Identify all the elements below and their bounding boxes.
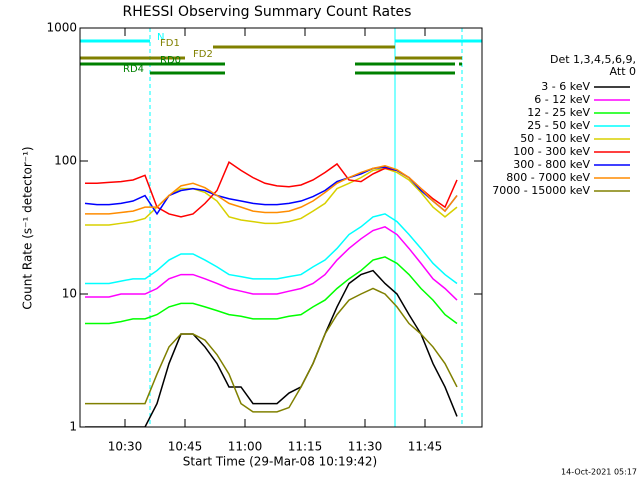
legend-label: 6 - 12 keV xyxy=(534,93,590,106)
axes-frame xyxy=(79,27,483,428)
y-tick-label: 100 xyxy=(54,154,77,168)
x-tick-label: 11:15 xyxy=(288,440,323,454)
legend-label: 100 - 300 keV xyxy=(513,145,590,158)
chart-title: RHESSI Observing Summary Count Rates xyxy=(123,4,412,20)
legend-header: Det 1,3,4,5,6,9, xyxy=(550,53,636,66)
x-tick-label: 10:30 xyxy=(108,440,143,454)
y-axis-label: Count Rate (s⁻¹ detector⁻¹) xyxy=(21,146,35,309)
series-line xyxy=(85,213,458,285)
series-line xyxy=(85,225,458,301)
legend-header: Att 0 xyxy=(610,65,636,78)
legend-label: 12 - 25 keV xyxy=(527,106,590,119)
x-tick-label: 10:45 xyxy=(168,440,203,454)
x-tick-label: 11:00 xyxy=(228,440,263,454)
plot-area xyxy=(80,28,482,427)
legend-label: 800 - 7000 keV xyxy=(506,171,590,184)
series-line xyxy=(85,287,458,413)
x-axis-label: Start Time (29-Mar-08 10:19:42) xyxy=(183,455,377,469)
legend-label: 300 - 800 keV xyxy=(513,158,590,171)
flag-label: RD0 xyxy=(160,55,181,66)
legend-label: 3 - 6 keV xyxy=(541,80,590,93)
flag-label: N xyxy=(157,32,164,43)
flag-label: FD2 xyxy=(193,49,213,60)
legend-label: 7000 - 15000 keV xyxy=(492,184,590,197)
flag-label: RD4 xyxy=(123,64,144,75)
y-tick-label: 1 xyxy=(69,420,77,434)
series-line xyxy=(85,165,458,215)
flag-label: FD1 xyxy=(160,38,180,49)
legend-label: 50 - 100 keV xyxy=(520,132,590,145)
series-line xyxy=(85,256,458,325)
x-tick-label: 11:45 xyxy=(408,440,443,454)
x-tick-label: 11:30 xyxy=(348,440,383,454)
series-line xyxy=(85,167,458,226)
series-line xyxy=(85,269,458,427)
y-tick-label: 10 xyxy=(62,287,77,301)
series-line xyxy=(84,166,458,216)
footer: 14-Oct-2021 05:17 xyxy=(561,468,637,477)
legend-label: 25 - 50 keV xyxy=(527,119,590,132)
y-tick-label: 1000 xyxy=(46,21,77,35)
